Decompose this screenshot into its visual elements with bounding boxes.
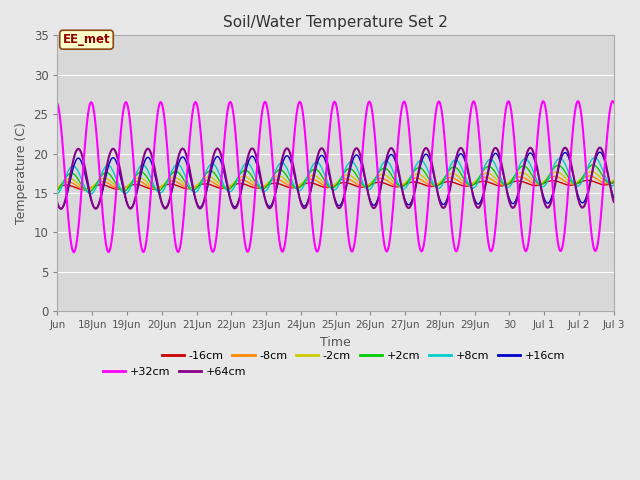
-2cm [594,172,602,178]
+32cm [610,99,618,105]
Line: +8cm: +8cm [58,158,614,194]
Line: +2cm: +2cm [58,165,614,192]
+8cm [324,180,332,186]
-16cm [584,178,592,183]
+8cm [310,161,317,167]
Legend: +32cm, +64cm: +32cm, +64cm [98,363,250,382]
+8cm [610,182,618,188]
+32cm [492,222,500,228]
+2cm [610,179,618,184]
Line: +16cm: +16cm [58,152,614,209]
-8cm [586,173,593,179]
-8cm [81,187,89,192]
-8cm [492,180,500,185]
-8cm [54,184,61,190]
-8cm [595,177,602,183]
+2cm [589,162,596,168]
-16cm [324,184,332,190]
+2cm [84,189,92,194]
+64cm [310,173,317,179]
+16cm [594,151,602,156]
+2cm [54,188,61,193]
+16cm [83,176,90,182]
+2cm [594,166,602,171]
Line: -2cm: -2cm [58,171,614,190]
Line: +32cm: +32cm [58,101,614,252]
+32cm [594,240,602,246]
Y-axis label: Temperature (C): Temperature (C) [15,122,28,224]
+2cm [492,170,500,176]
-16cm [594,180,602,186]
X-axis label: Time: Time [320,336,351,349]
+16cm [324,168,332,174]
-8cm [610,178,618,184]
+8cm [82,187,90,192]
-16cm [610,180,618,185]
+64cm [54,200,61,206]
+32cm [594,242,602,248]
-8cm [83,187,90,192]
+64cm [492,145,500,151]
-16cm [79,187,87,192]
+16cm [594,151,602,157]
+8cm [492,163,500,168]
Line: -8cm: -8cm [58,176,614,190]
+8cm [54,191,61,197]
+8cm [595,157,602,163]
+16cm [492,151,500,156]
Line: +64cm: +64cm [58,148,614,209]
-2cm [324,183,332,189]
+2cm [310,167,317,172]
+8cm [594,157,602,163]
+16cm [54,201,61,207]
-2cm [310,172,317,178]
+32cm [609,98,616,104]
+16cm [610,195,618,201]
+64cm [324,164,332,170]
+16cm [310,176,317,181]
-8cm [594,177,602,182]
+64cm [57,206,65,212]
+8cm [591,155,598,161]
+32cm [324,143,332,148]
+2cm [82,188,90,193]
+64cm [596,145,604,151]
-2cm [492,176,500,181]
+64cm [594,147,602,153]
-2cm [83,187,91,192]
+8cm [87,191,95,197]
-2cm [610,177,618,183]
-16cm [54,185,61,191]
Title: Soil/Water Temperature Set 2: Soil/Water Temperature Set 2 [223,15,448,30]
-8cm [310,177,317,182]
+32cm [310,233,317,239]
+2cm [595,166,602,172]
Line: -16cm: -16cm [58,180,614,190]
+64cm [594,146,602,152]
+64cm [83,171,90,177]
+32cm [83,129,90,134]
-16cm [310,180,317,186]
-16cm [492,182,500,188]
-2cm [595,172,602,178]
+32cm [54,101,61,107]
-16cm [83,187,90,192]
-2cm [54,185,61,191]
+16cm [596,149,604,155]
+64cm [610,199,618,204]
-2cm [82,187,90,192]
+32cm [70,249,77,255]
-16cm [595,180,602,186]
+2cm [324,183,332,189]
+16cm [57,206,65,212]
-2cm [588,168,595,174]
Text: EE_met: EE_met [63,33,110,46]
-8cm [324,184,332,190]
